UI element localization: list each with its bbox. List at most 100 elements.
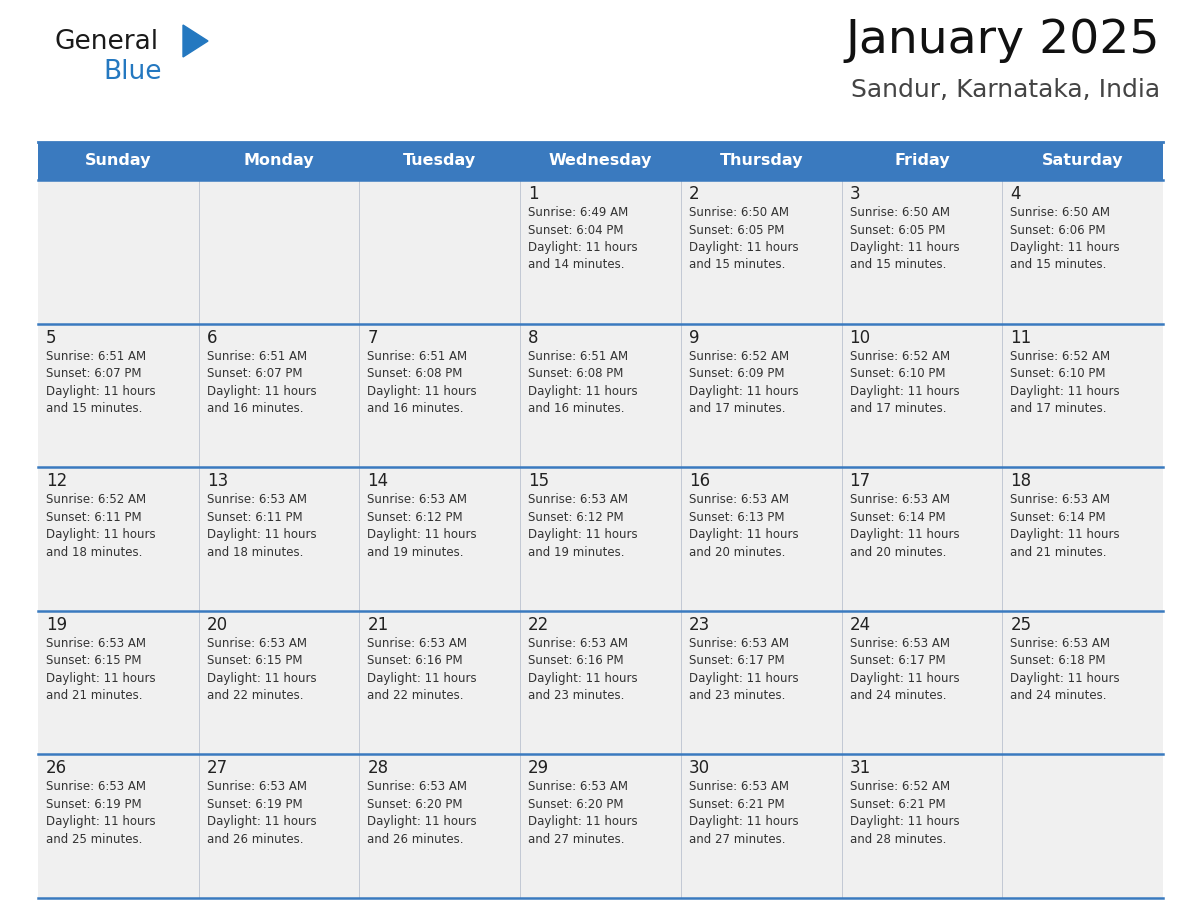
- Bar: [38, 180, 198, 324]
- Bar: [198, 467, 360, 610]
- Bar: [360, 610, 520, 755]
- Text: Sunday: Sunday: [86, 153, 152, 169]
- Text: Sunrise: 6:53 AM
Sunset: 6:18 PM
Daylight: 11 hours
and 24 minutes.: Sunrise: 6:53 AM Sunset: 6:18 PM Dayligh…: [1010, 637, 1120, 702]
- Bar: [841, 467, 1003, 610]
- Text: Blue: Blue: [103, 59, 162, 85]
- Text: Sunrise: 6:49 AM
Sunset: 6:04 PM
Daylight: 11 hours
and 14 minutes.: Sunrise: 6:49 AM Sunset: 6:04 PM Dayligh…: [529, 206, 638, 272]
- Text: 25: 25: [1010, 616, 1031, 633]
- Bar: [841, 180, 1003, 324]
- Text: Tuesday: Tuesday: [403, 153, 476, 169]
- Text: Sunrise: 6:52 AM
Sunset: 6:09 PM
Daylight: 11 hours
and 17 minutes.: Sunrise: 6:52 AM Sunset: 6:09 PM Dayligh…: [689, 350, 798, 415]
- Text: Sunrise: 6:53 AM
Sunset: 6:12 PM
Daylight: 11 hours
and 19 minutes.: Sunrise: 6:53 AM Sunset: 6:12 PM Dayligh…: [529, 493, 638, 559]
- Text: 20: 20: [207, 616, 228, 633]
- Text: 23: 23: [689, 616, 710, 633]
- Text: Sunrise: 6:53 AM
Sunset: 6:13 PM
Daylight: 11 hours
and 20 minutes.: Sunrise: 6:53 AM Sunset: 6:13 PM Dayligh…: [689, 493, 798, 559]
- Text: Thursday: Thursday: [720, 153, 803, 169]
- Bar: [38, 142, 198, 180]
- Text: 9: 9: [689, 329, 700, 347]
- Bar: [681, 755, 841, 898]
- Bar: [520, 180, 681, 324]
- Text: Friday: Friday: [895, 153, 949, 169]
- Text: 13: 13: [207, 472, 228, 490]
- Text: 26: 26: [46, 759, 68, 778]
- Bar: [520, 755, 681, 898]
- Bar: [1003, 142, 1163, 180]
- Text: Sunrise: 6:53 AM
Sunset: 6:14 PM
Daylight: 11 hours
and 20 minutes.: Sunrise: 6:53 AM Sunset: 6:14 PM Dayligh…: [849, 493, 959, 559]
- Bar: [360, 180, 520, 324]
- Bar: [841, 610, 1003, 755]
- Text: General: General: [55, 29, 159, 55]
- Bar: [360, 324, 520, 467]
- Text: Sunrise: 6:51 AM
Sunset: 6:07 PM
Daylight: 11 hours
and 15 minutes.: Sunrise: 6:51 AM Sunset: 6:07 PM Dayligh…: [46, 350, 156, 415]
- Text: Sunrise: 6:53 AM
Sunset: 6:16 PM
Daylight: 11 hours
and 22 minutes.: Sunrise: 6:53 AM Sunset: 6:16 PM Dayligh…: [367, 637, 478, 702]
- Text: 3: 3: [849, 185, 860, 203]
- Bar: [520, 467, 681, 610]
- Text: Sunrise: 6:51 AM
Sunset: 6:08 PM
Daylight: 11 hours
and 16 minutes.: Sunrise: 6:51 AM Sunset: 6:08 PM Dayligh…: [367, 350, 478, 415]
- Bar: [38, 467, 198, 610]
- Text: Saturday: Saturday: [1042, 153, 1124, 169]
- Bar: [360, 755, 520, 898]
- Bar: [841, 755, 1003, 898]
- Text: Sunrise: 6:53 AM
Sunset: 6:17 PM
Daylight: 11 hours
and 23 minutes.: Sunrise: 6:53 AM Sunset: 6:17 PM Dayligh…: [689, 637, 798, 702]
- Text: Sunrise: 6:51 AM
Sunset: 6:07 PM
Daylight: 11 hours
and 16 minutes.: Sunrise: 6:51 AM Sunset: 6:07 PM Dayligh…: [207, 350, 316, 415]
- Text: 2: 2: [689, 185, 700, 203]
- Text: 10: 10: [849, 329, 871, 347]
- Bar: [841, 324, 1003, 467]
- Text: Sunrise: 6:50 AM
Sunset: 6:05 PM
Daylight: 11 hours
and 15 minutes.: Sunrise: 6:50 AM Sunset: 6:05 PM Dayligh…: [849, 206, 959, 272]
- Text: Sunrise: 6:53 AM
Sunset: 6:20 PM
Daylight: 11 hours
and 26 minutes.: Sunrise: 6:53 AM Sunset: 6:20 PM Dayligh…: [367, 780, 478, 845]
- Bar: [198, 142, 360, 180]
- Text: 6: 6: [207, 329, 217, 347]
- Text: Sunrise: 6:53 AM
Sunset: 6:17 PM
Daylight: 11 hours
and 24 minutes.: Sunrise: 6:53 AM Sunset: 6:17 PM Dayligh…: [849, 637, 959, 702]
- Bar: [681, 610, 841, 755]
- Text: 15: 15: [529, 472, 549, 490]
- Bar: [1003, 467, 1163, 610]
- Text: Sunrise: 6:52 AM
Sunset: 6:21 PM
Daylight: 11 hours
and 28 minutes.: Sunrise: 6:52 AM Sunset: 6:21 PM Dayligh…: [849, 780, 959, 845]
- Bar: [1003, 180, 1163, 324]
- Text: Sunrise: 6:50 AM
Sunset: 6:06 PM
Daylight: 11 hours
and 15 minutes.: Sunrise: 6:50 AM Sunset: 6:06 PM Dayligh…: [1010, 206, 1120, 272]
- Text: Sunrise: 6:52 AM
Sunset: 6:10 PM
Daylight: 11 hours
and 17 minutes.: Sunrise: 6:52 AM Sunset: 6:10 PM Dayligh…: [849, 350, 959, 415]
- Text: 24: 24: [849, 616, 871, 633]
- Bar: [198, 610, 360, 755]
- Text: Sunrise: 6:53 AM
Sunset: 6:19 PM
Daylight: 11 hours
and 25 minutes.: Sunrise: 6:53 AM Sunset: 6:19 PM Dayligh…: [46, 780, 156, 845]
- Bar: [1003, 324, 1163, 467]
- Bar: [198, 324, 360, 467]
- Text: Sunrise: 6:52 AM
Sunset: 6:11 PM
Daylight: 11 hours
and 18 minutes.: Sunrise: 6:52 AM Sunset: 6:11 PM Dayligh…: [46, 493, 156, 559]
- Text: 4: 4: [1010, 185, 1020, 203]
- Text: Wednesday: Wednesday: [549, 153, 652, 169]
- Bar: [520, 324, 681, 467]
- Bar: [841, 142, 1003, 180]
- Text: 1: 1: [529, 185, 539, 203]
- Bar: [681, 142, 841, 180]
- Text: Sunrise: 6:53 AM
Sunset: 6:11 PM
Daylight: 11 hours
and 18 minutes.: Sunrise: 6:53 AM Sunset: 6:11 PM Dayligh…: [207, 493, 316, 559]
- Text: Sunrise: 6:51 AM
Sunset: 6:08 PM
Daylight: 11 hours
and 16 minutes.: Sunrise: 6:51 AM Sunset: 6:08 PM Dayligh…: [529, 350, 638, 415]
- Text: 14: 14: [367, 472, 388, 490]
- Text: 17: 17: [849, 472, 871, 490]
- Bar: [198, 755, 360, 898]
- Text: 21: 21: [367, 616, 388, 633]
- Bar: [38, 610, 198, 755]
- Bar: [681, 180, 841, 324]
- Text: 12: 12: [46, 472, 68, 490]
- Text: 28: 28: [367, 759, 388, 778]
- Text: Sunrise: 6:53 AM
Sunset: 6:21 PM
Daylight: 11 hours
and 27 minutes.: Sunrise: 6:53 AM Sunset: 6:21 PM Dayligh…: [689, 780, 798, 845]
- Text: 8: 8: [529, 329, 538, 347]
- Text: Sunrise: 6:53 AM
Sunset: 6:12 PM
Daylight: 11 hours
and 19 minutes.: Sunrise: 6:53 AM Sunset: 6:12 PM Dayligh…: [367, 493, 478, 559]
- Bar: [1003, 755, 1163, 898]
- Text: 7: 7: [367, 329, 378, 347]
- Text: Sunrise: 6:52 AM
Sunset: 6:10 PM
Daylight: 11 hours
and 17 minutes.: Sunrise: 6:52 AM Sunset: 6:10 PM Dayligh…: [1010, 350, 1120, 415]
- Text: Sunrise: 6:53 AM
Sunset: 6:19 PM
Daylight: 11 hours
and 26 minutes.: Sunrise: 6:53 AM Sunset: 6:19 PM Dayligh…: [207, 780, 316, 845]
- Bar: [520, 610, 681, 755]
- Bar: [360, 467, 520, 610]
- Text: 27: 27: [207, 759, 228, 778]
- Text: Sunrise: 6:53 AM
Sunset: 6:14 PM
Daylight: 11 hours
and 21 minutes.: Sunrise: 6:53 AM Sunset: 6:14 PM Dayligh…: [1010, 493, 1120, 559]
- Text: 11: 11: [1010, 329, 1031, 347]
- Text: Sunrise: 6:53 AM
Sunset: 6:20 PM
Daylight: 11 hours
and 27 minutes.: Sunrise: 6:53 AM Sunset: 6:20 PM Dayligh…: [529, 780, 638, 845]
- Text: 22: 22: [529, 616, 549, 633]
- Bar: [681, 324, 841, 467]
- Bar: [198, 180, 360, 324]
- Text: Sunrise: 6:53 AM
Sunset: 6:15 PM
Daylight: 11 hours
and 21 minutes.: Sunrise: 6:53 AM Sunset: 6:15 PM Dayligh…: [46, 637, 156, 702]
- Bar: [1003, 610, 1163, 755]
- Text: 16: 16: [689, 472, 710, 490]
- Bar: [681, 467, 841, 610]
- Text: Sunrise: 6:50 AM
Sunset: 6:05 PM
Daylight: 11 hours
and 15 minutes.: Sunrise: 6:50 AM Sunset: 6:05 PM Dayligh…: [689, 206, 798, 272]
